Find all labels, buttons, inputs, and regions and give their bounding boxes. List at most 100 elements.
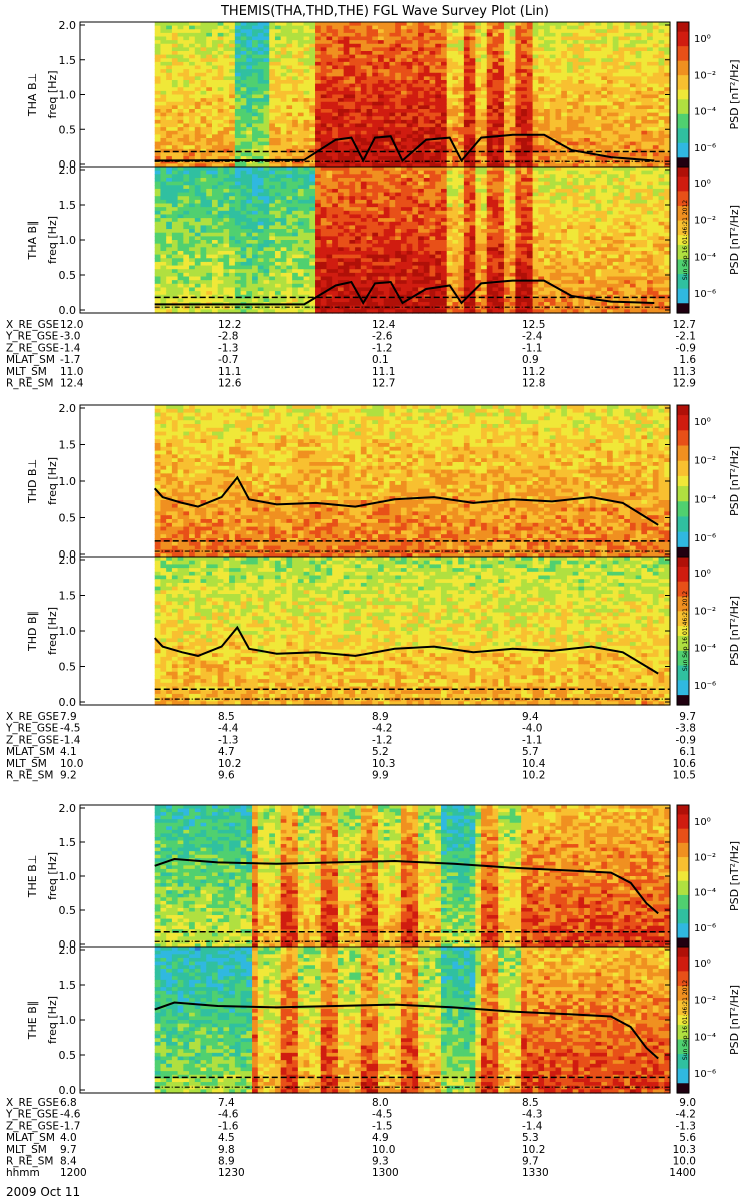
spectrogram-cell: [315, 210, 322, 216]
spectrogram-cell: [320, 58, 328, 63]
spectrogram-cell: [217, 309, 225, 314]
spectrogram-cell: [566, 69, 574, 74]
spectrogram-cell: [486, 80, 494, 85]
spectrogram-cell: [234, 214, 242, 219]
spectrogram-cell: [303, 119, 310, 125]
spectrogram-cell: [498, 76, 505, 81]
spectrogram-cell: [383, 127, 391, 132]
spectrogram-cell: [647, 109, 654, 114]
spectrogram-cell: [503, 127, 511, 132]
spectrogram-cell: [252, 130, 259, 135]
spectrogram-cell: [635, 80, 642, 85]
spectrogram-cell: [154, 69, 162, 74]
spectrogram-cell: [584, 32, 591, 38]
spectrogram-cell: [400, 51, 408, 56]
spectrogram-cell: [309, 258, 316, 263]
spectrogram-cell: [607, 43, 614, 48]
spectrogram-cell: [171, 123, 179, 128]
spectrogram-cell: [257, 159, 265, 164]
spectrogram-cell: [263, 105, 270, 110]
spectrogram-cell: [400, 47, 408, 52]
spectrogram-cell: [240, 247, 247, 252]
spectrogram-cell: [458, 152, 465, 157]
spectrogram-cell: [280, 298, 288, 303]
spectrogram-cell: [601, 152, 608, 157]
spectrogram-cell: [343, 188, 350, 194]
spectrogram-cell: [526, 163, 534, 168]
spectrogram-cell: [618, 94, 625, 99]
spectrogram-cell: [521, 54, 528, 59]
spectrogram-cell: [183, 287, 190, 292]
spectrogram-cell: [578, 127, 585, 132]
spectrogram-cell: [292, 43, 299, 48]
spectrogram-cell: [595, 87, 602, 92]
spectrogram-cell: [217, 177, 225, 183]
spectrogram-cell: [372, 94, 379, 99]
spectrogram-cell: [194, 51, 202, 56]
spectrogram-cell: [320, 177, 328, 183]
spectrogram-cell: [292, 98, 299, 103]
spectrogram-cell: [372, 54, 379, 59]
spectrogram-cell: [274, 58, 282, 63]
spectrogram-cell: [647, 76, 654, 81]
spectrogram-cell: [194, 94, 202, 99]
spectrogram-cell: [555, 69, 562, 74]
spectrogram-cell: [584, 58, 591, 63]
spectrogram-cell: [395, 116, 402, 121]
spectrogram-cell: [166, 250, 173, 256]
spectrogram-cell: [183, 69, 190, 74]
spectrogram-cell: [378, 105, 385, 110]
spectrogram-cell: [194, 309, 202, 314]
spectrogram-cell: [217, 51, 225, 56]
spectrogram-cell: [332, 174, 339, 179]
spectrogram-cell: [166, 240, 173, 245]
spectrogram-cell: [355, 130, 362, 135]
spectrogram-cell: [229, 94, 236, 99]
spectrogram-cell: [612, 141, 620, 146]
spectrogram-cell: [326, 112, 333, 117]
spectrogram-cell: [452, 134, 459, 139]
spectrogram-cell: [320, 269, 328, 274]
spectrogram-cell: [211, 192, 219, 197]
spectrogram-cell: [297, 69, 305, 74]
spectrogram-cell: [607, 25, 614, 30]
spectrogram-cell: [389, 101, 396, 106]
spectrogram-cell: [532, 36, 539, 41]
spectrogram-cell: [200, 43, 207, 48]
spectrogram-cell: [177, 127, 184, 132]
spectrogram-cell: [595, 101, 602, 106]
spectrogram-cell: [240, 119, 247, 125]
spectrogram-cell: [469, 80, 476, 85]
spectrogram-cell: [578, 134, 585, 139]
spectrogram-cell: [538, 80, 545, 85]
spectrogram-cell: [343, 98, 350, 103]
spectrogram-cell: [286, 94, 293, 99]
spectrogram-cell: [229, 258, 236, 263]
spectrogram-cell: [309, 210, 316, 216]
spectrogram-cell: [189, 221, 196, 226]
spectrogram-cell: [337, 101, 345, 106]
spectrogram-cell: [160, 177, 167, 183]
spectrogram-cell: [395, 141, 402, 146]
spectrogram-cell: [326, 72, 333, 77]
spectrogram-cell: [280, 61, 288, 67]
spectrogram-cell: [154, 240, 162, 245]
spectrogram-cell: [263, 90, 270, 96]
spectrogram-cell: [572, 83, 579, 88]
spectrogram-cell: [624, 116, 631, 121]
spectrogram-cell: [635, 130, 642, 135]
colorbar-swatch: [677, 26, 689, 33]
spectrogram-cell: [246, 76, 253, 81]
spectrogram-cell: [498, 83, 505, 88]
spectrogram-cell: [526, 43, 534, 48]
spectrogram-cell: [429, 112, 436, 117]
spectrogram-cell: [332, 156, 339, 161]
spectrogram-cell: [200, 116, 207, 121]
spectrogram-cell: [269, 156, 276, 161]
spectrogram-cell: [343, 112, 350, 117]
spectrogram-cell: [607, 138, 614, 143]
spectrogram-cell: [595, 25, 602, 30]
spectrogram-cell: [206, 305, 213, 310]
spectrogram-cell: [257, 203, 265, 208]
